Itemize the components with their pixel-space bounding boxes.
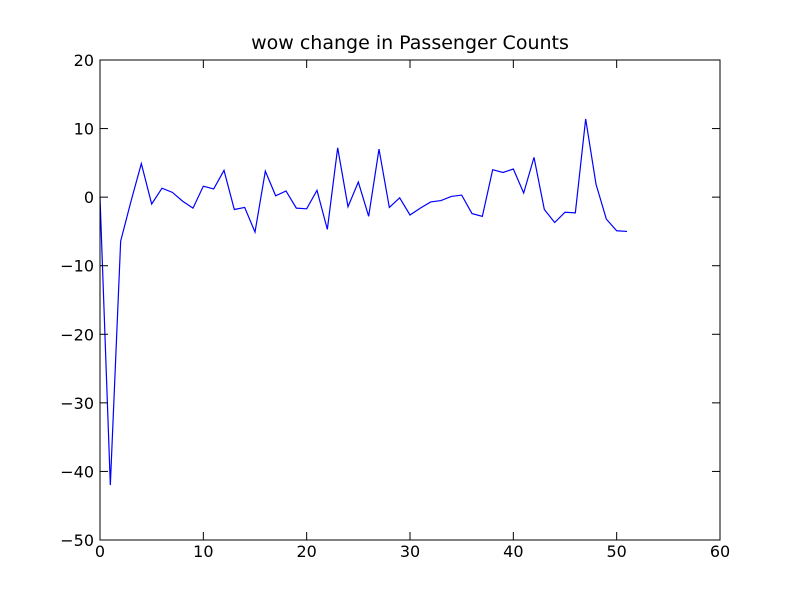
y-tick-label: 10 [74,120,94,139]
y-tick-label: 0 [84,188,94,207]
x-tick-label: 10 [193,542,213,561]
x-tick-label: 50 [606,542,626,561]
x-tick-label: 20 [296,542,316,561]
y-tick-label: −40 [60,462,94,481]
x-tick-label: 60 [710,542,730,561]
y-tick-label: −50 [60,531,94,550]
x-tick-label: 30 [400,542,420,561]
axes-frame [99,59,721,541]
x-tick-label: 40 [503,542,523,561]
x-tick-label: 0 [95,542,105,561]
series-line-0 [99,118,628,486]
axis-ticks: 0 10 20 30 40 50 60 −50 −40 −30 −20 −10 0 10 20 [60,51,730,561]
chart-title: wow change in Passenger Counts [251,32,569,54]
y-tick-label: 20 [74,51,94,70]
y-tick-label: −20 [60,325,94,344]
y-tick-label: −10 [60,257,94,276]
plot-area [99,118,628,486]
y-tick-label: −30 [60,394,94,413]
